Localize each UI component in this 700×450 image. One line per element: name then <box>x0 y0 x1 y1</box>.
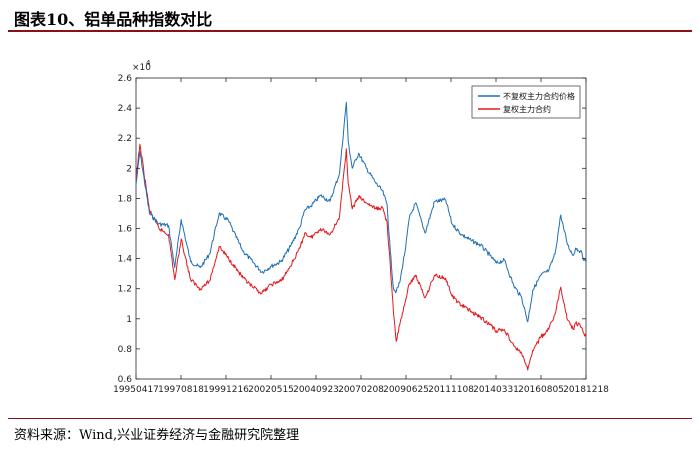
x-tick-label: 20090625 <box>383 385 429 395</box>
y-tick-label: 2.6 <box>118 74 133 84</box>
series-line-2 <box>135 143 587 371</box>
y-tick-label: 1 <box>126 315 132 325</box>
x-tick-label: 20070208 <box>338 385 384 395</box>
x-tick-label: 20181218 <box>563 385 609 395</box>
legend: 不复权主力合约价格 复权主力合约 <box>471 85 581 119</box>
x-tick-label: 20160805 <box>518 385 564 395</box>
x-tick-label: 20111108 <box>428 385 474 395</box>
y-tick-label: 2.4 <box>118 104 133 114</box>
legend-label-series-2: 复权主力合约 <box>503 104 551 114</box>
x-tick-label: 20040923 <box>293 385 339 395</box>
series-layer <box>135 101 587 371</box>
y-tick-label: 1.4 <box>118 255 133 265</box>
title-divider <box>8 30 692 32</box>
x-tick-label: 19991216 <box>203 385 249 395</box>
y-tick-label: 1.2 <box>118 285 132 295</box>
source-note: 资料来源：Wind,兴业证券经济与金融研究院整理 <box>14 428 300 443</box>
y-tick-label: 1.6 <box>118 225 133 235</box>
x-tick-label: 19970818 <box>158 385 204 395</box>
x-tick-label: 20140331 <box>473 385 519 395</box>
source-divider <box>8 418 692 419</box>
x-tick-label: 20020515 <box>248 385 294 395</box>
legend-box <box>471 85 581 119</box>
legend-label-series-1: 不复权主力合约价格 <box>503 91 575 101</box>
plot-area <box>135 77 587 380</box>
series-line-1 <box>135 101 587 323</box>
y-tick-label: 1.8 <box>118 194 133 204</box>
y-tick-label: 0.8 <box>118 345 133 355</box>
y-multiplier-exponent: 4 <box>146 59 151 67</box>
y-tick-label: 2.2 <box>118 134 132 144</box>
x-tick-label: 19950417 <box>113 385 159 395</box>
y-tick-label: 2 <box>126 164 132 174</box>
y-multiplier-label: ×10 <box>132 63 151 73</box>
y-tick-label: 0.6 <box>118 375 133 385</box>
chart-title: 图表10、铝单品种指数对比 <box>14 10 213 29</box>
